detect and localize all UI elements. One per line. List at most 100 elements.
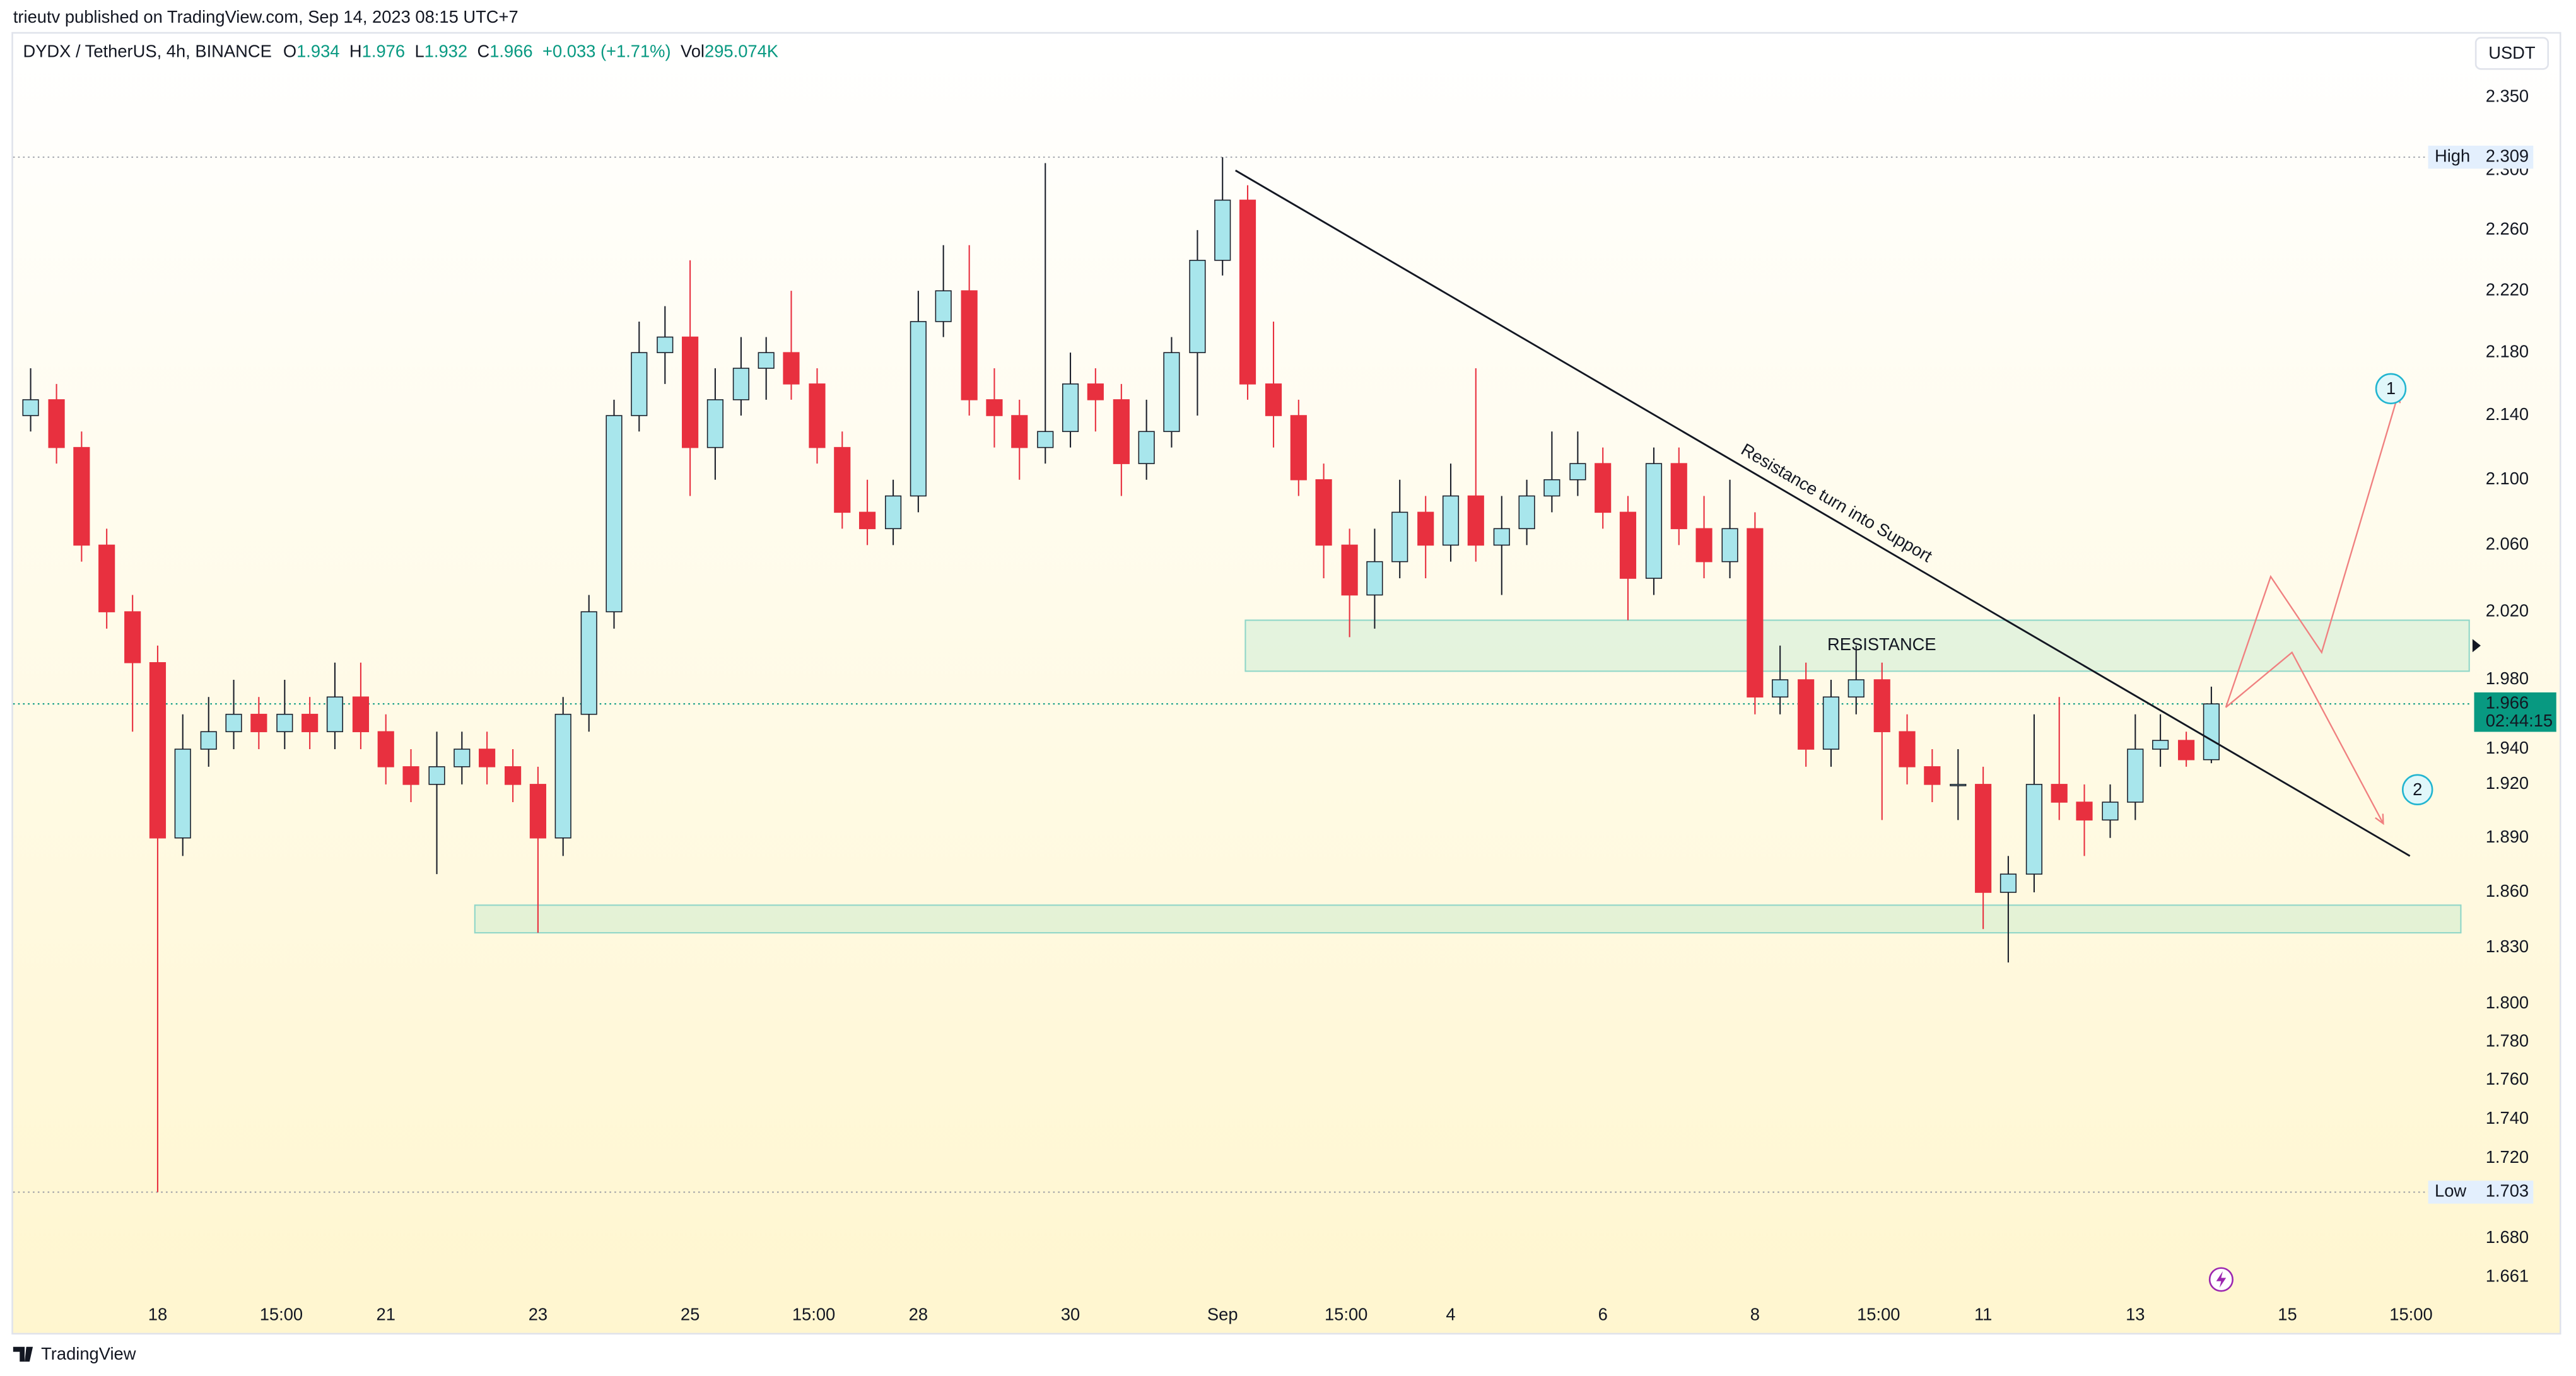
candle-body <box>2025 784 2043 875</box>
candle-body <box>1721 528 1738 563</box>
candle-body <box>1798 679 1815 750</box>
x-tick-label: 18 <box>148 1304 167 1324</box>
currency-button[interactable] <box>2474 37 2550 70</box>
candle-body <box>1265 383 1282 416</box>
x-tick-label: Sep <box>1207 1304 1238 1324</box>
candle-body <box>1113 399 1130 464</box>
c-value: 1.966 <box>489 42 532 61</box>
candle-body <box>1873 679 1890 733</box>
arrow-head <box>2375 813 2384 825</box>
candle-body <box>682 336 699 448</box>
brand-logo <box>13 1346 33 1362</box>
projection-badge <box>2375 373 2407 405</box>
symbol: DYDX / TetherUS, 4h, BINANCE <box>23 42 271 61</box>
candle-body <box>580 611 597 715</box>
y-tick-label: 1.860 <box>2486 881 2529 901</box>
x-tick-label: 15:00 <box>1857 1304 1900 1324</box>
candle-body <box>2152 740 2169 750</box>
x-tick-label: 4 <box>1446 1304 1455 1324</box>
candle-body <box>758 352 775 369</box>
y-tick-label: 2.180 <box>2486 341 2529 361</box>
x-tick-label: 23 <box>529 1304 547 1324</box>
candle-body <box>225 713 242 733</box>
candle-body <box>834 446 851 513</box>
x-tick-label: 6 <box>1598 1304 1608 1324</box>
vol-label: Vol <box>681 42 705 61</box>
candle-body <box>250 713 267 733</box>
currency[interactable]: USDT <box>2488 43 2536 62</box>
zone-label: RESISTANCE <box>1827 634 1936 654</box>
candle-body <box>454 749 471 767</box>
candle-body <box>149 662 167 839</box>
chart-pane <box>11 32 2561 1335</box>
y-tick-label: 1.740 <box>2486 1108 2529 1128</box>
candle-body <box>1163 352 1180 433</box>
candle-body <box>1138 431 1155 464</box>
candle-body <box>1619 511 1637 579</box>
y-tick-label: 1.830 <box>2486 936 2529 956</box>
candle-body <box>1315 479 1332 546</box>
candle-body <box>1899 731 1916 767</box>
candle-body <box>1569 463 1586 481</box>
candle-body <box>326 696 344 733</box>
candle-body <box>200 731 217 750</box>
candle-body <box>1822 696 1840 750</box>
candle-body <box>302 713 319 733</box>
y-tick-label: 1.720 <box>2486 1147 2529 1167</box>
candle-body <box>505 766 522 785</box>
candle-body <box>1467 495 1484 546</box>
candle-body <box>276 713 293 733</box>
candle-body <box>1062 383 1079 433</box>
x-tick-label: 15:00 <box>260 1304 303 1324</box>
lightning-glyph <box>2216 1271 2227 1288</box>
price-tag <box>2428 1181 2534 1204</box>
projection-label: 2 <box>2413 779 2422 799</box>
l-label: L <box>414 42 424 61</box>
candle-body <box>1543 479 1560 497</box>
y-tick-label: 1.940 <box>2486 738 2529 757</box>
zone <box>1244 619 2470 672</box>
projection-label: 1 <box>2386 378 2396 398</box>
price-tag-value: 2.309 <box>2486 146 2529 165</box>
candle-body <box>809 383 826 448</box>
y-tick-label: 2.220 <box>2486 279 2529 299</box>
candle-body <box>732 368 749 400</box>
candle-body <box>1999 873 2017 893</box>
candle-body <box>1493 528 1510 546</box>
candle-body <box>124 611 141 663</box>
y-tick-label: 1.780 <box>2486 1030 2529 1050</box>
candle-body <box>910 321 927 497</box>
x-tick-label: 8 <box>1750 1304 1760 1324</box>
candle-body <box>529 784 546 839</box>
axis-pointer <box>2472 639 2481 653</box>
y-tick-label: 2.060 <box>2486 534 2529 554</box>
candle-body <box>402 766 419 785</box>
candle-body <box>1087 383 1104 400</box>
x-tick-label: 15:00 <box>792 1304 835 1324</box>
candle-body <box>1037 431 1054 448</box>
candle-body <box>2076 802 2093 821</box>
candle-body <box>2178 740 2195 761</box>
y-tick-label: 1.920 <box>2486 773 2529 793</box>
candle-body <box>73 446 90 546</box>
projection-badge <box>2401 774 2433 806</box>
projection-path <box>2225 651 2384 824</box>
y-tick-label: 2.260 <box>2486 219 2529 238</box>
candle-body <box>48 399 65 448</box>
y-tick-label: 2.020 <box>2486 600 2529 620</box>
price-tag-value: 1.703 <box>2486 1181 2529 1201</box>
o-label: O <box>283 42 296 61</box>
y-tick-label: 1.661 <box>2486 1266 2529 1285</box>
candle-body <box>858 511 876 530</box>
x-tick-label: 13 <box>2126 1304 2145 1324</box>
candle-body <box>2203 703 2220 761</box>
candle-body <box>1747 528 1764 698</box>
price-tag <box>2428 146 2534 169</box>
candle-body <box>1366 561 1383 596</box>
candle-body <box>1391 511 1408 563</box>
candle-body <box>479 749 496 767</box>
legend: DYDX / TetherUS, 4h, BINANCE O1.934 H1.9… <box>23 42 778 61</box>
candle-body <box>935 290 952 322</box>
